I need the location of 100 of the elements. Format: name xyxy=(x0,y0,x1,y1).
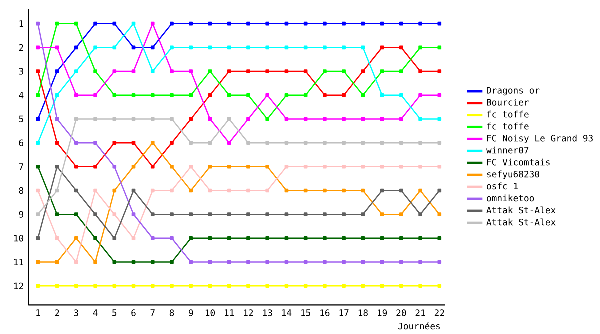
point xyxy=(189,117,194,122)
legend-label: FC Vicomtais xyxy=(487,158,550,166)
y-tick-label: 9 xyxy=(19,211,24,218)
legend-label: winner07 xyxy=(486,146,529,154)
point xyxy=(361,260,366,264)
point xyxy=(400,165,404,169)
point xyxy=(74,46,78,50)
point xyxy=(112,117,117,122)
point xyxy=(170,141,174,146)
x-tick-label: 9 xyxy=(188,310,194,316)
point xyxy=(170,260,174,264)
point xyxy=(227,260,232,264)
point xyxy=(304,141,308,146)
point xyxy=(284,236,289,240)
point xyxy=(284,22,289,26)
point xyxy=(418,94,422,98)
point xyxy=(323,46,327,50)
point xyxy=(55,70,60,74)
point xyxy=(400,117,404,122)
point xyxy=(284,188,289,193)
point xyxy=(304,165,308,169)
point xyxy=(208,284,212,288)
point xyxy=(418,212,422,217)
point xyxy=(400,22,404,26)
point xyxy=(284,46,289,50)
y-tick-label: 11 xyxy=(14,259,24,266)
legend-label: Attak St-Alex xyxy=(486,206,556,214)
y-tick-label: 4 xyxy=(19,92,24,99)
point xyxy=(246,46,250,50)
point xyxy=(36,212,40,217)
point xyxy=(189,284,194,288)
point xyxy=(112,284,117,288)
point xyxy=(36,236,40,240)
point xyxy=(132,117,136,122)
point xyxy=(380,94,384,98)
point xyxy=(284,117,289,122)
point xyxy=(132,141,136,146)
point xyxy=(112,188,117,193)
point xyxy=(112,22,117,26)
point xyxy=(132,46,136,50)
point xyxy=(323,260,327,264)
point xyxy=(323,212,327,217)
point xyxy=(94,22,98,26)
y-tick-label: 6 xyxy=(19,140,24,146)
point xyxy=(266,212,270,217)
point xyxy=(246,22,250,26)
point xyxy=(438,141,442,146)
point xyxy=(55,165,60,169)
point xyxy=(94,141,98,146)
point xyxy=(438,260,442,264)
point xyxy=(150,117,155,122)
point xyxy=(246,70,250,74)
point xyxy=(55,212,60,217)
point xyxy=(400,212,404,217)
point xyxy=(208,141,212,146)
point xyxy=(208,236,212,240)
point xyxy=(132,22,136,26)
point xyxy=(208,70,212,74)
point xyxy=(74,70,78,74)
y-tick-label: 8 xyxy=(19,187,24,194)
point xyxy=(400,70,404,74)
point xyxy=(418,141,422,146)
point xyxy=(55,236,60,240)
legend-label: osfc 1 xyxy=(487,182,518,190)
point xyxy=(266,22,270,26)
point xyxy=(189,94,194,98)
legend-label: Attak St-Alex xyxy=(486,218,556,226)
point xyxy=(170,284,174,288)
point xyxy=(94,260,98,264)
y-tick-label: 3 xyxy=(19,68,24,75)
point xyxy=(227,212,232,217)
point xyxy=(94,284,98,288)
x-tick-label: 20 xyxy=(396,310,406,316)
point xyxy=(323,22,327,26)
point xyxy=(304,117,308,122)
point xyxy=(132,284,136,288)
point xyxy=(380,22,384,26)
y-tick-label: 7 xyxy=(19,164,24,170)
point xyxy=(304,94,308,98)
point xyxy=(36,70,40,74)
point xyxy=(150,188,155,193)
y-tick-label: 1 xyxy=(20,20,24,28)
point xyxy=(342,22,346,26)
point xyxy=(284,260,289,264)
point xyxy=(112,212,117,217)
legend-label: FC Noisy Le Grand 93 xyxy=(487,134,593,144)
point xyxy=(36,22,40,26)
point xyxy=(342,141,346,146)
point xyxy=(189,70,194,74)
point xyxy=(36,188,40,193)
point xyxy=(284,165,289,169)
point xyxy=(400,188,404,193)
point xyxy=(189,22,194,26)
point xyxy=(266,141,270,146)
point xyxy=(380,236,384,240)
x-tick-label: 12 xyxy=(244,310,254,316)
point xyxy=(74,188,78,193)
point xyxy=(418,22,422,26)
x-tick-label: 10 xyxy=(206,310,216,316)
point xyxy=(418,188,422,193)
